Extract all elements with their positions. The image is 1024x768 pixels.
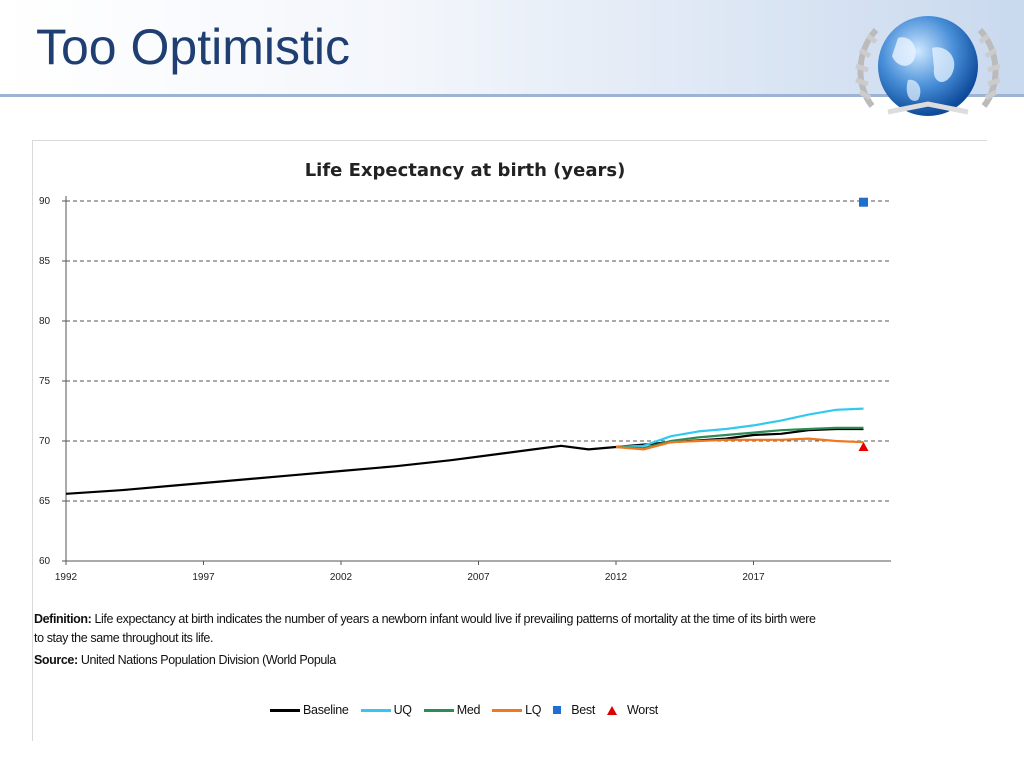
legend-label-uq: UQ <box>393 703 412 717</box>
x-tick-label-2002: 2002 <box>330 572 353 583</box>
series-line-uq <box>615 407 864 449</box>
definition-text-line2: to stay the same throughout its life. <box>34 631 214 645</box>
legend-swatch-best <box>553 706 562 714</box>
header-divider <box>0 94 1024 97</box>
chart-legend: Baseline UQ Med LQ Best Worst <box>270 700 670 720</box>
y-tick-label-70: 70 <box>39 436 51 447</box>
definition-label: Definition: <box>34 612 92 626</box>
legend-label-worst: Worst <box>627 703 658 717</box>
legend-item-uq: UQ <box>360 703 412 717</box>
line-chart: Life Expectancy at birth (years) 90 85 80 7… <box>39 160 891 583</box>
legend-label-baseline: Baseline <box>303 703 349 717</box>
series-line-baseline <box>65 427 864 495</box>
y-tick-label-90: 90 <box>39 196 51 207</box>
y-tick-label-65: 65 <box>39 496 51 507</box>
legend-swatch-med <box>423 708 454 712</box>
legend-label-med: Med <box>456 703 481 717</box>
y-tick-label-80: 80 <box>39 316 51 327</box>
x-tick-label-2007: 2007 <box>467 572 490 583</box>
definition-note: Definition: Life expectancy at birth ind… <box>34 612 816 626</box>
legend-swatch-baseline <box>270 708 300 712</box>
chart-title: Life Expectancy at birth (years) <box>305 160 626 181</box>
chart-frame: Life Expectancy at birth (years) 90 85 80 7… <box>32 140 987 741</box>
source-text: United Nations Population Division (Worl… <box>80 653 336 667</box>
x-tick-label-1997: 1997 <box>192 572 215 583</box>
legend-swatch-uq <box>360 708 391 712</box>
legend-item-med: Med <box>423 703 481 717</box>
y-tick-label-75: 75 <box>39 376 51 387</box>
legend-item-worst: Worst <box>607 703 658 717</box>
source-label: Source: <box>34 653 78 667</box>
definition-text-line1: Life expectancy at birth indicates the n… <box>94 612 816 626</box>
y-tick-label-85: 85 <box>39 256 51 267</box>
source-note: Source: United Nations Population Divisi… <box>34 653 336 667</box>
marker-best <box>859 197 868 207</box>
x-tick-label-2017: 2017 <box>742 572 765 583</box>
slide-title: Too Optimistic <box>36 19 350 75</box>
series-line-med <box>615 426 864 450</box>
slide-header <box>0 0 1024 96</box>
legend-swatch-lq <box>492 708 523 712</box>
legend-swatch-worst <box>607 705 618 715</box>
legend-item-lq: LQ <box>492 703 542 717</box>
legend-item-best: Best <box>553 703 595 717</box>
legend-label-lq: LQ <box>525 703 542 717</box>
x-tick-label-2012: 2012 <box>605 572 628 583</box>
series-line-lq <box>615 437 864 451</box>
globe-laurel-icon <box>855 16 1001 116</box>
y-tick-label-60: 60 <box>39 556 51 567</box>
legend-label-best: Best <box>571 703 596 717</box>
legend-item-baseline: Baseline <box>270 703 349 717</box>
x-tick-label-1992: 1992 <box>55 572 78 583</box>
marker-worst <box>858 442 869 451</box>
